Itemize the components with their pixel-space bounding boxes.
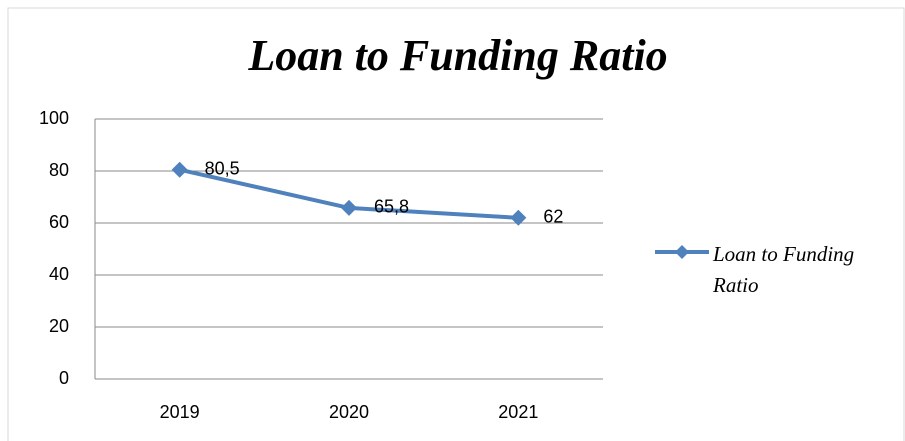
y-tick-label: 80 [49,160,69,180]
y-tick-label: 100 [39,108,69,128]
x-tick-label: 2019 [160,402,200,422]
y-tick-label: 40 [49,264,69,284]
data-label: 65,8 [374,197,409,217]
x-tick-label: 2020 [329,402,369,422]
legend-marker [675,245,689,259]
y-tick-label: 20 [49,316,69,336]
y-tick-label: 60 [49,212,69,232]
x-tick-label: 2021 [498,402,538,422]
y-tick-label: 0 [59,368,69,388]
chart-title: Loan to Funding Ratio [247,31,667,80]
point-marker [510,209,527,226]
point-marker [171,161,188,178]
data-label: 62 [543,207,563,227]
chart-border [7,7,905,441]
legend-label: Loan to Funding Ratio [713,242,855,297]
point-marker [341,199,357,216]
data-label: 80,5 [205,158,240,178]
